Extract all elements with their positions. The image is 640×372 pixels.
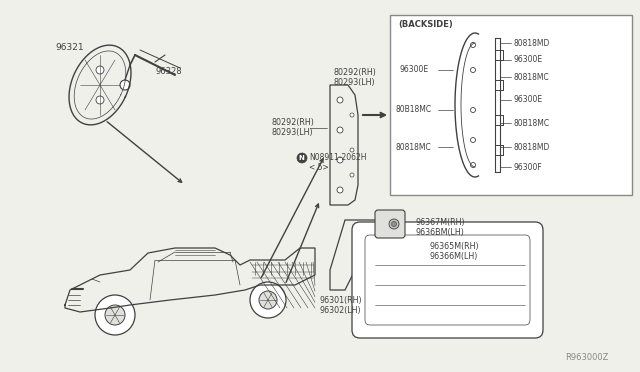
Text: N08911-2062H: N08911-2062H <box>309 154 367 163</box>
Text: 80818MD: 80818MD <box>513 142 549 151</box>
Circle shape <box>337 127 343 133</box>
Circle shape <box>250 282 286 318</box>
Text: 96367M(RH): 96367M(RH) <box>415 218 465 227</box>
FancyBboxPatch shape <box>352 222 543 338</box>
Text: 96365M(RH): 96365M(RH) <box>430 241 479 250</box>
Text: 80292(RH): 80292(RH) <box>333 68 376 77</box>
Text: 96301(RH): 96301(RH) <box>320 295 363 305</box>
Text: 80292(RH): 80292(RH) <box>272 119 315 128</box>
Text: 80818MC: 80818MC <box>395 142 431 151</box>
Text: 80B18MC: 80B18MC <box>395 106 431 115</box>
Text: 80293(LH): 80293(LH) <box>333 78 374 87</box>
Circle shape <box>120 80 130 90</box>
Circle shape <box>95 295 135 335</box>
Text: 96321: 96321 <box>55 44 84 52</box>
Circle shape <box>389 219 399 229</box>
Text: 96366M(LH): 96366M(LH) <box>430 251 478 260</box>
Circle shape <box>470 138 476 142</box>
Circle shape <box>350 173 354 177</box>
Text: 80B18MC: 80B18MC <box>513 119 549 128</box>
Text: 9636BM(LH): 9636BM(LH) <box>415 228 464 237</box>
Text: < 5>: < 5> <box>309 163 329 171</box>
Text: 96328: 96328 <box>155 67 182 77</box>
Text: 96300F: 96300F <box>513 163 541 171</box>
Circle shape <box>105 305 125 325</box>
Text: 96300E: 96300E <box>513 96 542 105</box>
Text: 96300E: 96300E <box>513 55 542 64</box>
Circle shape <box>337 97 343 103</box>
Text: 80818MD: 80818MD <box>513 38 549 48</box>
Text: (BACKSIDE): (BACKSIDE) <box>398 20 452 29</box>
Circle shape <box>350 113 354 117</box>
Circle shape <box>470 67 476 73</box>
Text: 96300E: 96300E <box>400 65 429 74</box>
Bar <box>390 15 632 195</box>
Text: R963000Z: R963000Z <box>565 353 609 362</box>
Circle shape <box>96 66 104 74</box>
Circle shape <box>470 42 476 48</box>
Text: 80293(LH): 80293(LH) <box>272 128 314 138</box>
Circle shape <box>337 157 343 163</box>
Circle shape <box>259 291 277 309</box>
Circle shape <box>392 221 397 227</box>
Text: 96302(LH): 96302(LH) <box>320 305 362 314</box>
Circle shape <box>470 108 476 112</box>
Text: 80818MC: 80818MC <box>513 73 548 81</box>
FancyBboxPatch shape <box>375 210 405 238</box>
Circle shape <box>470 163 476 167</box>
Circle shape <box>96 96 104 104</box>
Text: N: N <box>298 155 304 161</box>
Circle shape <box>297 153 307 163</box>
Circle shape <box>350 148 354 152</box>
Circle shape <box>337 187 343 193</box>
